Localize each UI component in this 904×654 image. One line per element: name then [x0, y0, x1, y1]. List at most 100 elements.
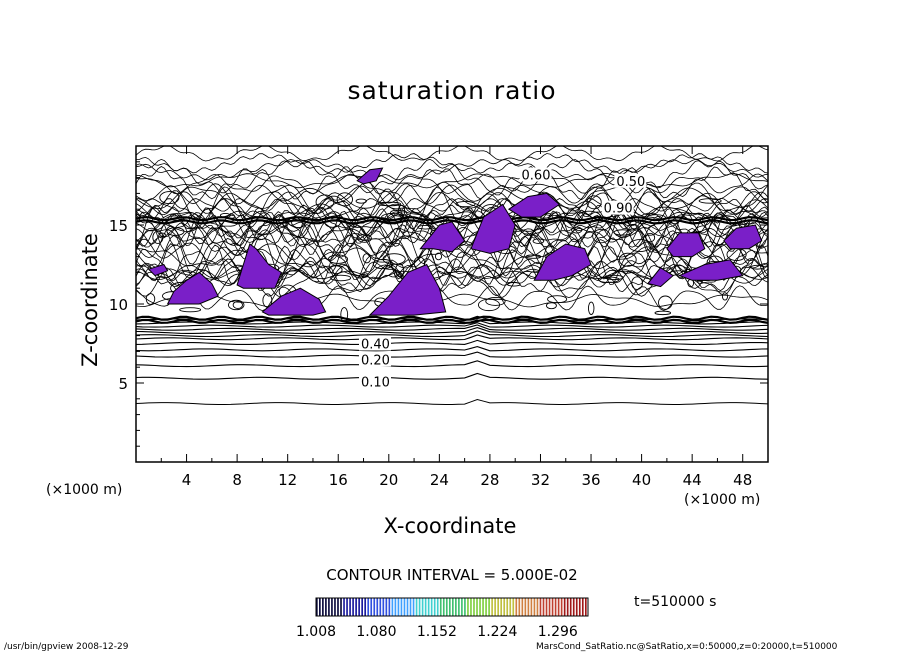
eddy-contour — [658, 295, 673, 310]
x-tick-label: 28 — [480, 471, 499, 489]
colorbar-stripe — [439, 598, 442, 616]
dense-contour-band — [136, 318, 768, 325]
colorbar-stripe — [464, 598, 466, 616]
colorbar-stripe — [566, 598, 569, 616]
colorbar-stripe — [512, 598, 515, 616]
colorbar-stripe — [325, 598, 327, 616]
eddy-contour — [506, 282, 521, 287]
eddy-contour — [485, 296, 506, 306]
contour-label-background — [358, 374, 391, 389]
x-tick-label: 4 — [182, 471, 192, 489]
eddy-contour — [547, 295, 568, 304]
colorbar-stripe — [346, 598, 348, 616]
stratification-contour-line — [136, 351, 768, 358]
x-tick-label: 12 — [278, 471, 297, 489]
eddy-contour — [228, 299, 245, 311]
eddy-contour — [145, 293, 156, 305]
colorbar-stripe — [418, 598, 421, 616]
colorbar-stripe — [491, 598, 493, 616]
colorbar-stripe — [355, 598, 357, 616]
contour-value-label: 0.90 — [604, 202, 633, 217]
x-tick-label: 24 — [430, 471, 449, 489]
eddy-contour — [588, 301, 595, 315]
contour-label-background — [614, 173, 647, 188]
turbulent-contour-line — [136, 166, 768, 201]
eddy-contour — [571, 226, 583, 234]
colorbar-tick-label: 1.080 — [356, 624, 396, 640]
colorbar-stripe — [482, 598, 484, 616]
stratification-contour-line — [136, 324, 768, 331]
contour-value-label: 0.50 — [616, 175, 645, 190]
x-tick-label: 8 — [232, 471, 242, 489]
contour-label-background — [601, 200, 634, 215]
eddy-contour — [179, 307, 202, 313]
colorbar-frame — [315, 597, 589, 617]
eddy-contour — [546, 302, 557, 310]
eddy-contour — [592, 228, 611, 244]
eddy-contour — [645, 232, 656, 243]
colorbar-stripe — [458, 598, 460, 616]
time-label: t=510000 s — [634, 594, 717, 610]
colorbar-stripe — [509, 598, 512, 616]
contour-value-label: 0.20 — [361, 353, 390, 368]
turbulent-contour-line — [136, 245, 768, 281]
eddy-contour — [618, 252, 637, 267]
colorbar-stripe — [427, 598, 430, 616]
eddy-contour — [382, 253, 406, 265]
colorbar-tick-label: 1.008 — [296, 624, 336, 640]
colorbar-stripe — [406, 598, 409, 616]
colorbar-stripe — [376, 598, 379, 616]
colorbar-stripe — [548, 598, 551, 616]
x-tick-label: 16 — [329, 471, 348, 489]
contour-label-background — [358, 336, 391, 351]
eddy-contour — [336, 192, 353, 207]
colorbar-stripe — [575, 598, 578, 616]
y-tick-label: 5 — [118, 375, 128, 393]
colorbar-stripe — [400, 598, 403, 616]
dense-contour-band — [136, 219, 768, 225]
colorbar-stripe — [527, 598, 530, 616]
stratification-contour-line — [136, 398, 768, 405]
colorbar-stripe — [584, 598, 587, 616]
stratification-contour-line — [136, 339, 768, 345]
eddy-contour — [330, 274, 352, 282]
colorbar-stripe — [506, 598, 509, 616]
colorbar-stripe — [403, 598, 406, 616]
supersaturated-region — [419, 221, 466, 253]
colorbar-stripe — [316, 598, 318, 616]
eddy-contour — [397, 204, 406, 218]
colorbar-stripe — [367, 598, 370, 616]
eddy-contour — [362, 253, 372, 264]
x-tick-label: 44 — [683, 471, 702, 489]
colorbar-stripe — [524, 598, 527, 616]
colorbar-stripe — [572, 598, 575, 616]
supersaturated-region — [368, 263, 447, 316]
turbulent-contour-line — [136, 172, 768, 189]
contour-value-label: 0.60 — [522, 168, 551, 183]
colorbar-stripe — [364, 598, 367, 616]
colorbar-stripe — [328, 598, 330, 616]
x-axis-label: X-coordinate — [383, 514, 517, 538]
dense-contour-band — [136, 315, 768, 321]
eddy-contour — [329, 265, 343, 275]
colorbar-stripe — [488, 598, 490, 616]
supersaturated-region — [147, 263, 169, 277]
supersaturated-region — [261, 287, 327, 316]
contour-interval-label: CONTOUR INTERVAL = 5.000E-02 — [326, 566, 578, 584]
colorbar-stripe — [322, 598, 324, 616]
supersaturated-region — [666, 232, 706, 258]
turbulent-contour-line — [136, 183, 768, 205]
colorbar-stripe — [578, 598, 581, 616]
colorbar-stripe — [542, 598, 545, 616]
eddy-contour — [434, 252, 443, 261]
contour-label-background — [358, 352, 391, 367]
colorbar-stripe — [349, 598, 351, 616]
supersaturated-region — [723, 224, 763, 250]
colorbar-stripe — [473, 598, 475, 616]
x-tick-label: 48 — [733, 471, 752, 489]
colorbar-stripe — [361, 598, 363, 616]
colorbar-stripe — [476, 598, 478, 616]
stratification-contour-line — [136, 330, 768, 338]
eddy-contour — [477, 298, 501, 312]
colorbar-stripe — [536, 598, 539, 616]
